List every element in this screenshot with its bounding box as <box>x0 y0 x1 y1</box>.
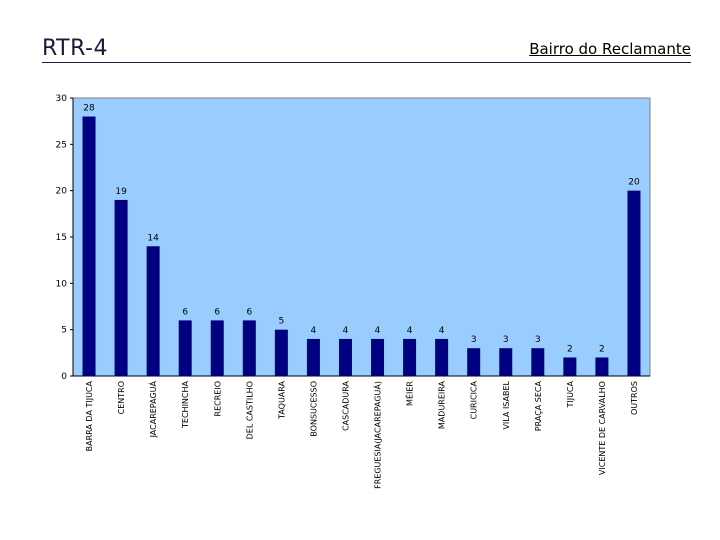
y-tick-label: 20 <box>56 187 68 197</box>
x-tick-label: BARRA DA TIJUCA <box>85 380 94 451</box>
slide-header: RTR-4 Bairro do Reclamante <box>42 34 691 63</box>
x-tick-label: MADUREIRA <box>438 380 447 429</box>
bar <box>178 320 192 376</box>
bar <box>338 338 352 376</box>
bar <box>403 338 417 376</box>
x-tick-label: TAQUARA <box>277 380 286 419</box>
bar-value-label: 19 <box>115 187 127 197</box>
bar-value-label: 5 <box>278 317 284 327</box>
bar-value-label: 4 <box>375 326 381 336</box>
bar <box>467 348 481 376</box>
x-tick-label: MÉIER <box>404 381 415 406</box>
x-tick-label: TECHINCHA <box>181 380 190 428</box>
bar <box>274 329 288 376</box>
bar-value-label: 2 <box>599 344 605 354</box>
bar <box>595 357 609 376</box>
x-tick-label: OUTROS <box>630 381 639 415</box>
bar-value-label: 4 <box>407 326 413 336</box>
bar <box>531 348 545 376</box>
y-tick-label: 25 <box>56 140 67 150</box>
x-tick-label: FREGUESIA(JACAREPAGUÁ) <box>372 381 383 489</box>
bar <box>627 190 641 376</box>
y-tick-label: 30 <box>56 94 68 104</box>
x-tick-label: JACAREPAGUÁ <box>147 380 158 438</box>
bars-group <box>82 116 641 377</box>
x-tick-label: BONSUCESSO <box>309 381 318 437</box>
value-labels-group: 28 19 14 6 6 6 5 4 4 4 4 4 3 3 3 2 2 20 <box>83 104 640 355</box>
bar-value-label: 6 <box>214 307 220 317</box>
bar-value-label: 14 <box>147 233 159 243</box>
x-tick-label: DEL CASTILHO <box>245 381 254 439</box>
bar <box>82 116 96 377</box>
bar-value-label: 6 <box>246 307 252 317</box>
x-tick-label: VICENTE DE CARVALHO <box>598 381 607 475</box>
x-tick-label: CURICICA <box>470 380 479 419</box>
bar-value-label: 2 <box>567 344 573 354</box>
bar <box>435 338 449 376</box>
slide-title: RTR-4 <box>42 36 108 61</box>
x-tick-label: CENTRO <box>117 381 126 414</box>
slide-subtitle: Bairro do Reclamante <box>529 40 691 58</box>
bar <box>306 338 320 376</box>
bar <box>146 246 160 376</box>
x-axis-labels-group: BARRA DA TIJUCA CENTRO JACAREPAGUÁ TECHINCH… <box>85 380 639 488</box>
bar <box>114 199 128 376</box>
y-tick-label: 10 <box>56 279 68 289</box>
bar-value-label: 4 <box>343 326 349 336</box>
bar <box>371 338 385 376</box>
bar <box>563 357 577 376</box>
bar-value-label: 20 <box>628 178 640 188</box>
bar-value-label: 28 <box>83 104 95 114</box>
y-tick-label: 5 <box>61 326 67 336</box>
y-tick-label: 15 <box>56 233 67 243</box>
bar-value-label: 3 <box>535 335 541 345</box>
bar <box>242 320 256 376</box>
x-tick-label: CASCADURA <box>341 380 350 430</box>
plot-area <box>72 97 651 377</box>
bar <box>210 320 224 376</box>
bar <box>499 348 513 376</box>
x-tick-label: VILA ISABEL <box>502 380 511 429</box>
bar-value-label: 4 <box>311 326 317 336</box>
bar-value-label: 3 <box>471 335 477 345</box>
bar-value-label: 4 <box>439 326 445 336</box>
x-tick-label: TIJUCA <box>566 380 575 408</box>
bar-value-label: 3 <box>503 335 509 345</box>
x-tick-label: RECREIO <box>213 381 222 416</box>
bar-value-label: 6 <box>182 307 188 317</box>
y-tick-label: 0 <box>61 372 67 382</box>
x-tick-label: PRAÇA SECA <box>534 380 543 431</box>
